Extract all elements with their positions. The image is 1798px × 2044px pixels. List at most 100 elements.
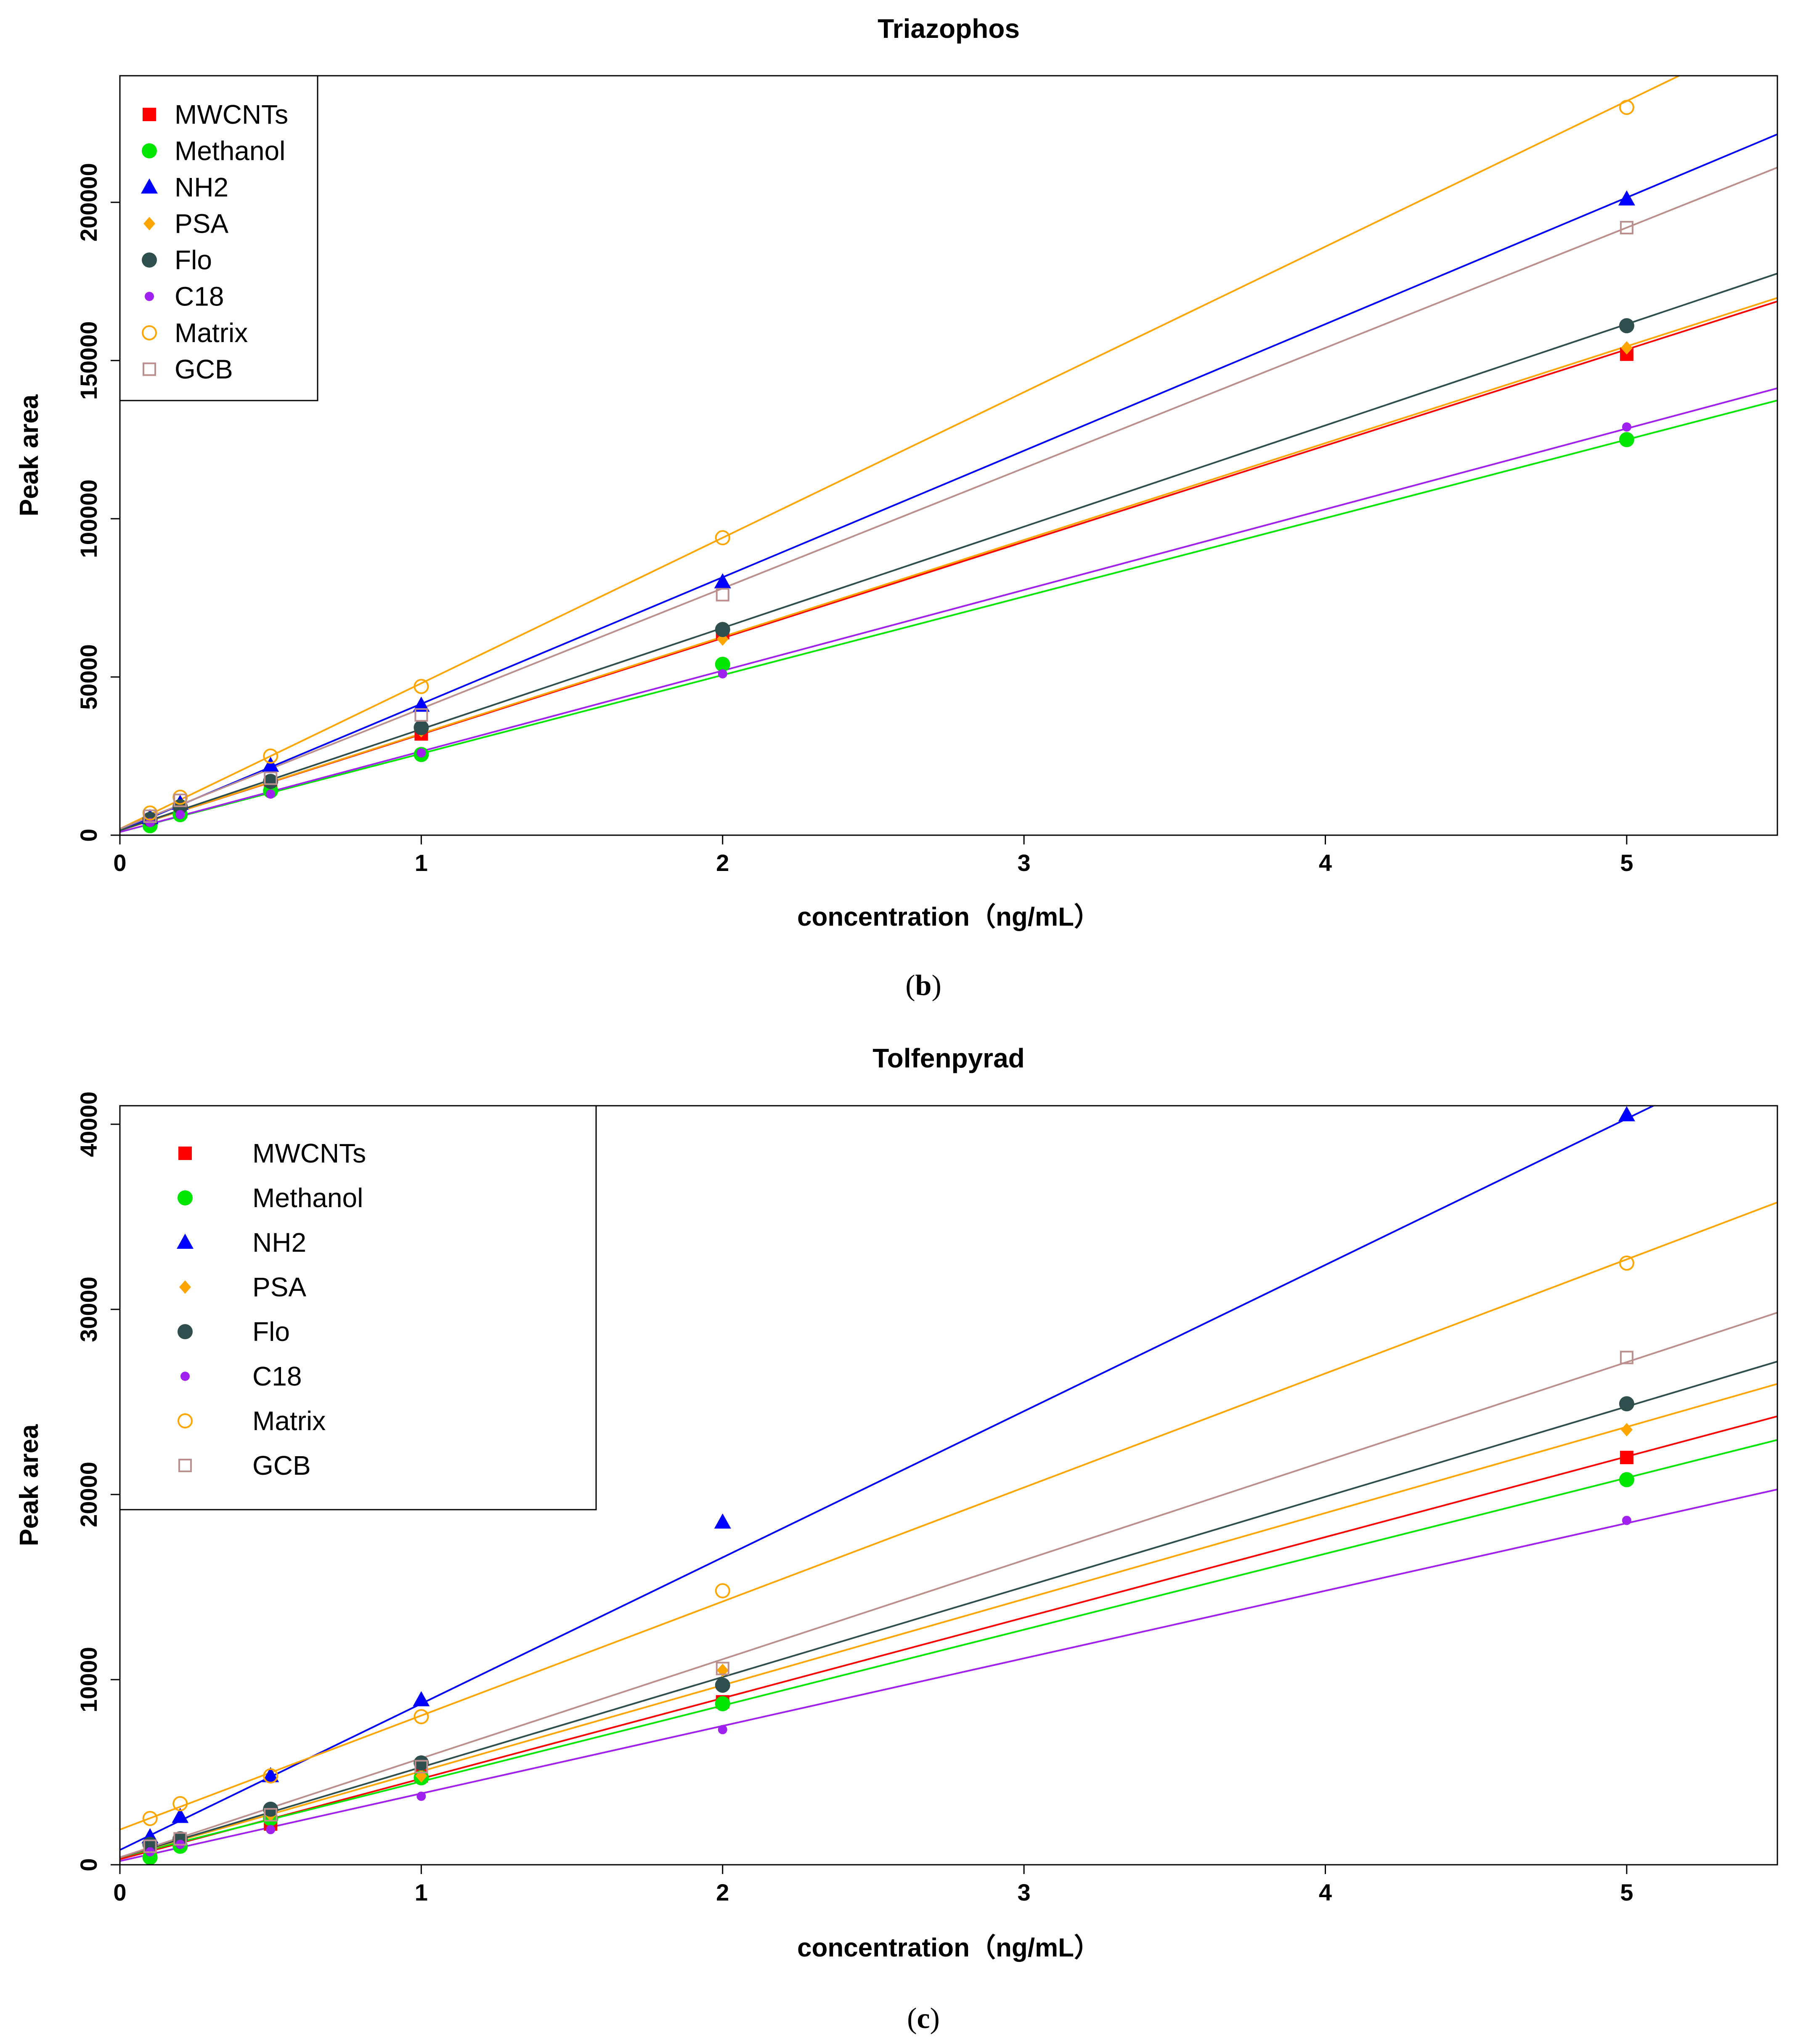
point-c18 (1622, 422, 1631, 432)
point-psa (1620, 1423, 1633, 1436)
y-axis-label: Peak area (15, 394, 44, 516)
legend-label-nh2: NH2 (252, 1227, 306, 1258)
legend-marker-psa (143, 217, 155, 231)
x-axis-label: concentration（ng/mL） (797, 1933, 1100, 1962)
y-tick-label: 50000 (75, 644, 102, 710)
point-nh2 (262, 1767, 279, 1782)
fit-lines (120, 1106, 1777, 1862)
legend-marker-methanol (178, 1190, 193, 1205)
point-gcb (173, 1832, 187, 1846)
point-gcb (264, 1808, 278, 1822)
x-tick-label: 0 (113, 1879, 126, 1906)
legend-label-mwcnts: MWCNTs (175, 99, 288, 130)
x-tick-label: 4 (1319, 849, 1332, 876)
fit-line-c18 (120, 1488, 1777, 1862)
point-gcb (716, 588, 729, 602)
fit-line-methanol (120, 1439, 1777, 1858)
legend-marker-flo (178, 1324, 193, 1339)
legend-marker-methanol (142, 143, 157, 159)
point-gcb (414, 708, 428, 722)
x-tick-label: 5 (1620, 1879, 1633, 1906)
fit-line-gcb (120, 1311, 1777, 1858)
fit-line-psa (120, 297, 1777, 831)
legend-label-flo: Flo (175, 245, 212, 275)
fit-line-nh2 (120, 1106, 1655, 1851)
x-tick-label: 4 (1319, 1879, 1332, 1906)
x-tick-label: 1 (415, 1879, 428, 1906)
fit-line-gcb (120, 167, 1777, 830)
legend-label-matrix: Matrix (175, 318, 248, 348)
y-tick-label: 0 (75, 828, 102, 841)
point-c18 (175, 810, 185, 820)
point-matrix (1619, 1256, 1634, 1271)
point-gcb (264, 771, 278, 785)
legend-marker-mwcnts (178, 1147, 192, 1160)
fit-line-psa (120, 1383, 1777, 1858)
fit-line-c18 (120, 387, 1777, 833)
legend-label-psa: PSA (175, 209, 228, 239)
point-matrix (715, 530, 730, 546)
point-gcb (173, 794, 187, 807)
legend-label-methanol: Methanol (175, 136, 285, 166)
x-tick-label: 3 (1018, 1879, 1031, 1906)
legend-label-gcb: GCB (252, 1450, 311, 1481)
y-tick-label: 40000 (75, 1091, 102, 1157)
point-nh2 (714, 573, 731, 589)
legend-label-matrix: Matrix (252, 1406, 326, 1436)
point-c18 (718, 1725, 727, 1734)
y-tick-label: 100000 (75, 479, 102, 558)
point-methanol (1619, 432, 1634, 447)
x-tick-label: 0 (113, 849, 126, 876)
point-flo (1619, 318, 1634, 334)
fit-line-matrix (120, 1201, 1777, 1831)
figure-caption: (c) (907, 2002, 940, 2035)
point-nh2 (413, 696, 430, 712)
legend-marker-mwcnts (143, 108, 156, 121)
point-nh2 (1618, 190, 1635, 206)
fit-line-nh2 (120, 133, 1777, 831)
point-psa (1620, 341, 1633, 355)
point-gcb (143, 809, 157, 823)
point-flo (715, 1678, 730, 1693)
y-tick-label: 10000 (75, 1647, 102, 1712)
fit-line-mwcnts (120, 1415, 1777, 1860)
x-axis-label: concentration（ng/mL） (797, 902, 1100, 932)
legend-label-flo: Flo (252, 1317, 290, 1347)
data-points (141, 100, 1635, 834)
point-nh2 (413, 1691, 430, 1707)
legend-marker-nh2 (177, 1234, 194, 1249)
legend-marker-c18 (145, 292, 154, 301)
point-c18 (1622, 1516, 1631, 1525)
fit-line-matrix (120, 76, 1681, 830)
legend-label-methanol: Methanol (252, 1183, 363, 1213)
legend-marker-nh2 (141, 178, 158, 194)
point-matrix (414, 1709, 429, 1724)
point-gcb (414, 1760, 428, 1773)
point-flo (715, 622, 730, 637)
legend: MWCNTs Methanol NH2 PSA Flo C18 Matrix GCB (119, 75, 318, 401)
point-c18 (718, 669, 727, 679)
legend-marker-gcb (178, 1459, 192, 1472)
point-matrix (715, 1583, 730, 1598)
point-c18 (416, 748, 426, 758)
point-nh2 (1618, 1106, 1635, 1121)
data-points (141, 1106, 1635, 1865)
point-nh2 (172, 1808, 189, 1823)
legend-label-c18: C18 (175, 281, 224, 312)
point-matrix (263, 748, 278, 764)
y-tick-label: 20000 (75, 1462, 102, 1527)
chart-title: Triazophos (878, 13, 1020, 44)
x-tick-label: 2 (716, 1879, 729, 1906)
point-mwcnts (1620, 1451, 1634, 1464)
point-nh2 (714, 1513, 731, 1529)
chart-triazophos: Triazophos 0 1 2 3 4 5 0 50000 100000 150000 200000… (15, 13, 1778, 1002)
y-tick-label: 0 (75, 1858, 102, 1871)
point-flo (1619, 1396, 1634, 1412)
chart-tolfenpyrad: Tolfenpyrad 0 1 2 3 4 5 0 10000 20000 30000 40000 co… (15, 1043, 1778, 2035)
legend-label-nh2: NH2 (175, 172, 228, 202)
point-methanol (715, 1696, 730, 1712)
point-gcb (1620, 1351, 1634, 1364)
x-tick-label: 5 (1620, 849, 1633, 876)
y-axis-label: Peak area (15, 1424, 44, 1546)
